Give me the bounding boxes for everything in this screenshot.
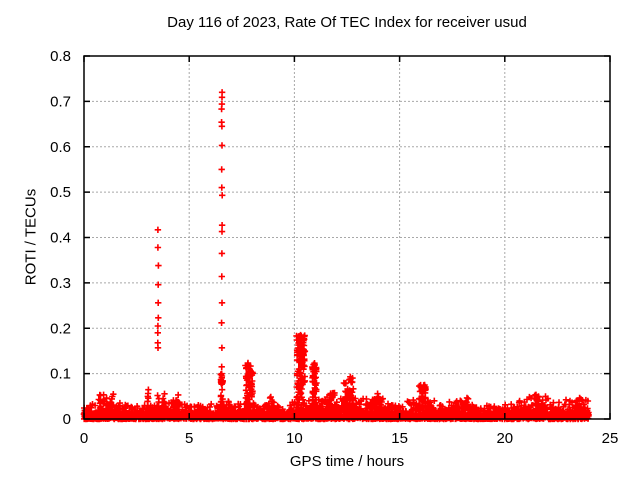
y-tick-label: 0.8 — [50, 48, 71, 65]
y-tick-label: 0.4 — [50, 230, 71, 247]
x-tick-label: 25 — [602, 430, 619, 447]
x-tick-label: 5 — [185, 430, 193, 447]
data-points-roti — [80, 89, 592, 423]
y-tick-label: 0.5 — [50, 184, 71, 201]
y-tick-label: 0.1 — [50, 366, 71, 383]
y-tick-label: 0.7 — [50, 93, 71, 110]
y-tick-label: 0.6 — [50, 139, 71, 156]
x-tick-labels: 0 5 10 15 20 25 — [80, 430, 619, 447]
plot-border — [83, 55, 611, 420]
x-axis-label: GPS time / hours — [289, 453, 405, 470]
y-tick-label: 0.3 — [50, 275, 71, 292]
y-tick-label: 0.2 — [50, 320, 71, 337]
y-tick-labels: 0 0.1 0.2 0.3 0.4 0.5 0.6 0.7 0.8 — [50, 48, 71, 428]
x-tick-label: 15 — [391, 430, 408, 447]
chart-title: Day 116 of 2023, Rate Of TEC Index for r… — [167, 14, 527, 31]
grid-lines — [84, 56, 610, 419]
x-tick-label: 10 — [286, 430, 303, 447]
y-tick-label: 0 — [63, 411, 71, 428]
x-tick-label: 0 — [80, 430, 88, 447]
tick-marks — [83, 55, 611, 420]
x-tick-label: 20 — [496, 430, 513, 447]
